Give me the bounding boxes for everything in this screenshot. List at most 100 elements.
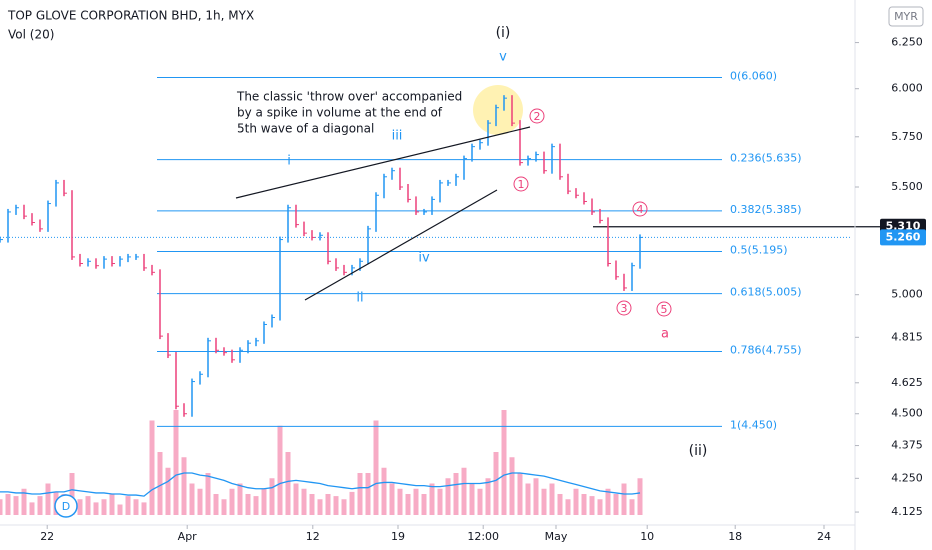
logo xyxy=(54,494,78,518)
volume-bar xyxy=(589,496,595,515)
fib-label: 0.786(4.755) xyxy=(730,343,802,356)
volume-bar xyxy=(245,494,251,515)
volume-bar xyxy=(381,467,387,515)
note: by a spike in volume at the end of xyxy=(237,106,443,120)
volume-bar xyxy=(141,502,147,515)
wave-label: (ii) xyxy=(689,443,708,459)
wave-label: v xyxy=(499,50,507,65)
volume-bar xyxy=(389,483,395,515)
x-tick-label: 22 xyxy=(40,530,54,543)
x-tick-label: 19 xyxy=(391,530,405,543)
volume-bar xyxy=(293,483,299,515)
volume-bar xyxy=(405,494,411,515)
volume-bar xyxy=(629,499,635,515)
volume-bar xyxy=(501,410,507,515)
currency-box[interactable] xyxy=(888,6,924,27)
wave-label: i xyxy=(287,154,291,169)
volume-bar xyxy=(21,488,27,515)
volume-bar xyxy=(77,499,83,515)
volume-bar xyxy=(29,502,35,515)
y-tick-label: 5.500 xyxy=(891,180,923,193)
volume-bar xyxy=(101,499,107,515)
x-tick-label: 10 xyxy=(640,530,654,543)
wave-label: 5 xyxy=(661,303,668,316)
wave-label: 1 xyxy=(518,178,525,191)
logo-text: D xyxy=(62,500,70,513)
volume-bar xyxy=(181,457,187,515)
volume-bar xyxy=(37,496,43,515)
volume-bar xyxy=(573,488,579,515)
volume-bar xyxy=(621,483,627,515)
y-tick-label: 4.125 xyxy=(891,505,923,518)
volume-bar xyxy=(285,452,291,515)
volume-bar xyxy=(549,483,555,515)
fib-label: 0.618(5.005) xyxy=(730,286,802,299)
volume-bar xyxy=(525,483,531,515)
y-tick-label: 4.500 xyxy=(891,407,923,420)
volume-bar xyxy=(445,478,451,515)
wave-circle xyxy=(616,300,632,316)
volume-bar xyxy=(397,488,403,515)
x-tick-label: Apr xyxy=(178,530,198,543)
volume-bar xyxy=(325,494,331,515)
volume-bar xyxy=(301,488,307,515)
wave-label: a xyxy=(661,327,669,342)
axis: 6.250 6.000 5.750 5.500 5.000 4.815 4.625 4.500… xyxy=(40,36,926,543)
volume-bar xyxy=(309,494,315,515)
y-tick-label: 6.000 xyxy=(891,82,923,95)
volume-bar xyxy=(613,494,619,515)
volume-bar xyxy=(477,488,483,515)
x-tick-label: May xyxy=(545,530,568,543)
trend-line xyxy=(304,189,498,301)
volume-bar xyxy=(261,488,267,515)
wave-circle xyxy=(656,301,672,317)
volume-bar xyxy=(85,496,91,515)
volume-bar xyxy=(157,452,163,515)
volume-bar xyxy=(0,499,3,515)
wave-label: 3 xyxy=(621,302,628,315)
volume-bar xyxy=(565,499,571,515)
volume-bar xyxy=(205,473,211,515)
volume-bar xyxy=(269,478,275,515)
volume-bar xyxy=(357,473,363,515)
wave-circle xyxy=(632,201,648,217)
volume-bar xyxy=(437,488,443,515)
fib-label: 0.236(5.635) xyxy=(730,152,802,165)
volume-bar xyxy=(341,499,347,515)
volume-bar xyxy=(485,478,491,515)
volume-bar xyxy=(229,488,235,515)
wave-label: iv xyxy=(418,251,430,266)
volume-bar xyxy=(45,483,51,515)
volume-bar xyxy=(605,488,611,515)
volume-bar xyxy=(93,502,99,515)
fib-label: 0.5(5.195) xyxy=(730,243,788,256)
currency[interactable]: MYR xyxy=(894,10,918,23)
volume-bar xyxy=(533,478,539,515)
volume-bar xyxy=(253,496,259,515)
volume-ma xyxy=(0,472,641,497)
volume-bar xyxy=(149,420,155,515)
volume-bar xyxy=(197,488,203,515)
volume-bar xyxy=(421,494,427,515)
volume-bar xyxy=(637,478,643,515)
volume-bar xyxy=(349,491,355,515)
volume-bar xyxy=(69,473,75,515)
y-tick-label: 5.000 xyxy=(891,288,923,301)
x-tick-label: 12:00 xyxy=(467,530,499,543)
volume-bar xyxy=(117,504,123,515)
fib-label: 1(4.450) xyxy=(730,418,777,431)
volume-bar xyxy=(429,483,435,515)
y-tick-label: 5.750 xyxy=(891,130,923,143)
volume-bar xyxy=(173,410,179,515)
volume-bar xyxy=(453,473,459,515)
volume-bar xyxy=(189,483,195,515)
volume-bar xyxy=(237,483,243,515)
note: The classic 'throw over' accompanied xyxy=(236,90,462,104)
x-tick-label: 24 xyxy=(817,530,831,543)
y-tick-label: 4.625 xyxy=(891,376,923,389)
wave-label: 2 xyxy=(534,110,541,123)
volume-bar xyxy=(5,494,11,515)
volume-bar xyxy=(133,499,139,515)
volume-bar xyxy=(333,496,339,515)
